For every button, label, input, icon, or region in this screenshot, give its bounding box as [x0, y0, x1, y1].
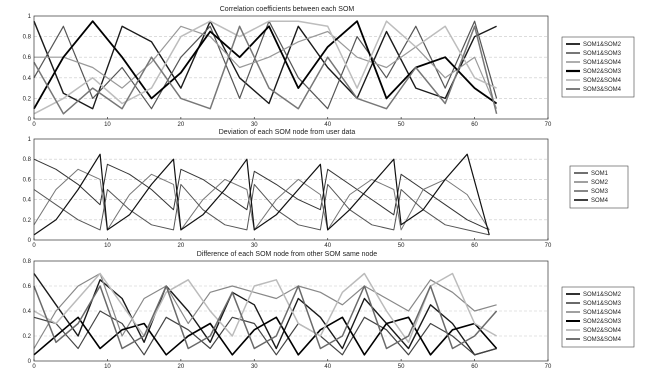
- x-tick-label: 0: [32, 122, 36, 128]
- x-tick-label: 30: [251, 243, 258, 249]
- x-tick-label: 20: [178, 243, 185, 249]
- series-line-som1-som4: [33, 272, 497, 349]
- legend-label: SOM3&SOM4: [583, 337, 622, 343]
- x-tick-label: 60: [471, 122, 478, 128]
- x-tick-label: 50: [398, 122, 405, 128]
- legend-label: SOM2&SOM4: [583, 328, 622, 334]
- y-tick-label: 0: [28, 117, 32, 123]
- series-line-som1-som4: [34, 25, 498, 109]
- y-tick-label: 0.2: [23, 334, 32, 340]
- y-tick-label: 0.4: [23, 198, 32, 204]
- x-tick-label: 40: [324, 122, 331, 128]
- panel-difference: Difference of each SOM node from other S…: [23, 251, 635, 370]
- x-tick-label: 40: [324, 243, 331, 249]
- y-tick-label: 0.6: [23, 284, 32, 290]
- y-tick-label: 0.2: [23, 96, 32, 102]
- x-tick-label: 50: [398, 364, 405, 370]
- y-tick-label: 0.4: [23, 309, 32, 315]
- panel-correlation: Correlation coefficients between each SO…: [23, 6, 635, 128]
- panel-deviation: Deviation of each SOM node from user dat…: [23, 129, 629, 249]
- plot-frame: [33, 260, 549, 362]
- y-tick-label: 1: [28, 14, 32, 20]
- x-tick-label: 30: [251, 122, 258, 128]
- x-tick-label: 10: [104, 364, 111, 370]
- y-tick-label: 0.2: [23, 218, 32, 224]
- x-tick-label: 40: [324, 364, 331, 370]
- x-tick-label: 50: [398, 243, 405, 249]
- x-tick-label: 10: [104, 122, 111, 128]
- y-tick-label: 0: [28, 238, 32, 244]
- series-line-som3: [33, 183, 490, 236]
- legend-label: SOM1&SOM4: [583, 310, 622, 316]
- x-tick-label: 30: [251, 364, 258, 370]
- legend-label: SOM1&SOM3: [583, 301, 622, 307]
- legend-label: SOM2&SOM4: [583, 78, 622, 84]
- plot-frame: [33, 138, 549, 241]
- legend-label: SOM1&SOM3: [583, 51, 622, 57]
- legend-box: [561, 36, 635, 98]
- x-tick-label: 20: [178, 122, 185, 128]
- series-line-som3-som4: [33, 285, 498, 350]
- series-line-som2-som4: [33, 20, 497, 115]
- legend-label: SOM1: [591, 171, 609, 177]
- panel-title: Correlation coefficients between each SO…: [220, 6, 355, 13]
- y-tick-label: 0.4: [23, 76, 32, 82]
- y-tick-label: 0.8: [23, 259, 32, 265]
- legend-label: SOM4: [591, 198, 609, 204]
- legend-label: SOM2&SOM3: [583, 69, 622, 75]
- x-tick-label: 70: [545, 364, 552, 370]
- series-line-som1: [33, 158, 490, 231]
- series-line-som3-som4: [33, 25, 498, 115]
- y-tick-label: 0.8: [23, 157, 32, 163]
- legend-label: SOM3: [591, 189, 609, 195]
- x-tick-label: 70: [545, 243, 552, 249]
- legend-label: SOM2: [591, 180, 609, 186]
- legend-label: SOM1&SOM4: [583, 60, 622, 66]
- series-line-som1-som2: [33, 20, 497, 110]
- x-tick-label: 0: [32, 364, 36, 370]
- panel-title: Difference of each SOM node from other S…: [197, 251, 378, 258]
- x-tick-label: 0: [32, 243, 36, 249]
- series-line-som2-som4: [33, 272, 497, 344]
- x-tick-label: 70: [545, 122, 552, 128]
- legend-box: [561, 286, 635, 348]
- x-tick-label: 10: [104, 243, 111, 249]
- y-tick-label: 0.6: [23, 55, 32, 61]
- legend-label: SOM3&SOM4: [583, 87, 622, 93]
- series-line-som2-som3: [33, 316, 498, 356]
- y-tick-label: 0.6: [23, 177, 32, 183]
- series-line-som2-som3: [33, 20, 498, 110]
- legend-label: SOM1&SOM2: [583, 42, 622, 48]
- x-tick-label: 20: [178, 364, 185, 370]
- y-tick-label: 0.8: [23, 35, 32, 41]
- series-line-som4: [33, 153, 490, 236]
- y-tick-label: 1: [28, 137, 32, 143]
- panel-title: Deviation of each SOM node from user dat…: [219, 129, 356, 136]
- legend-label: SOM2&SOM3: [583, 319, 622, 325]
- plot-frame: [33, 15, 549, 120]
- y-tick-label: 0: [28, 359, 32, 365]
- x-tick-label: 60: [471, 243, 478, 249]
- legend-label: SOM1&SOM2: [583, 292, 622, 298]
- x-tick-label: 60: [471, 364, 478, 370]
